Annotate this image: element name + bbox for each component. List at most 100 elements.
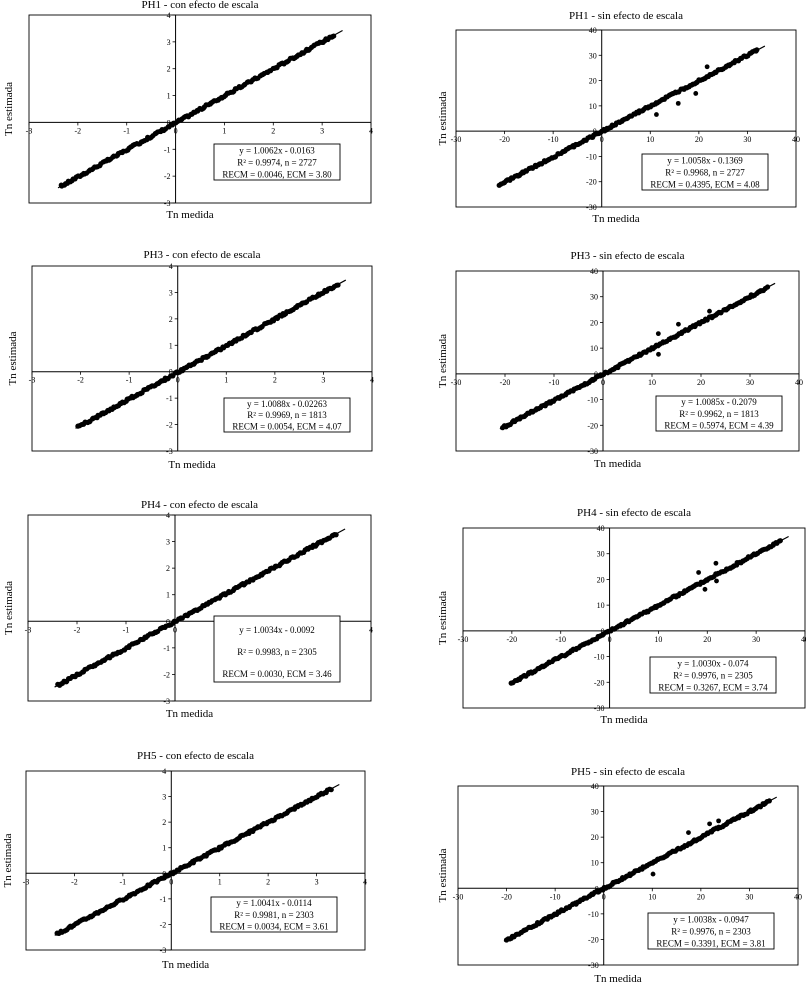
x-tick-label: 3	[320, 126, 324, 135]
x-tick-label: 40	[792, 135, 800, 144]
y-tick-label: -10	[594, 653, 605, 662]
equation-line: R² = 0.9962, n = 1813	[679, 409, 759, 419]
y-tick-label: 0	[169, 368, 173, 377]
x-tick-label: 10	[646, 135, 654, 144]
x-tick-label: -10	[549, 378, 560, 387]
y-tick-label: 20	[590, 318, 598, 327]
y-tick-label: -20	[587, 421, 598, 430]
x-tick-label: -1	[123, 126, 130, 135]
trend-line	[496, 45, 766, 187]
equation-line: R² = 0.9976, n = 2303	[671, 926, 751, 936]
x-tick-label: -1	[126, 376, 133, 385]
data-point	[716, 818, 722, 824]
y-axis-label: Tn estimada	[437, 334, 449, 388]
x-tick-label: -10	[555, 635, 566, 644]
data-point	[696, 570, 702, 575]
data-point	[713, 560, 719, 566]
x-tick-label: 0	[608, 635, 612, 644]
x-tick-label: 10	[648, 378, 656, 387]
y-tick-label: 10	[591, 859, 599, 868]
y-tick-label: 3	[167, 38, 171, 47]
y-tick-label: 3	[169, 288, 173, 297]
trend-line	[508, 535, 789, 685]
chart-panel-ph1-con: -3 -2 -1 0 1 2 3 4 -3 -2 -1 0 1 2 3 4 y = 1.0062x - 0.01…	[0, 0, 380, 222]
y-tick-label: -2	[164, 172, 171, 181]
y-tick-label: 0	[594, 370, 598, 379]
equation-line: RECM = 0.0034, ECM = 3.61	[219, 921, 328, 931]
equation-line: RECM = 0.0054, ECM = 4.07	[232, 422, 342, 432]
y-tick-label: 40	[591, 782, 599, 791]
x-tick-label: 30	[743, 135, 751, 144]
x-axis-label: Tn medida	[594, 458, 641, 470]
y-tick-label: 30	[597, 550, 605, 559]
data-point	[704, 64, 710, 70]
x-tick-label: 0	[601, 378, 605, 387]
y-tick-label: 40	[589, 26, 597, 35]
x-axis-label: Tn medida	[168, 459, 215, 471]
x-tick-label: 0	[176, 376, 180, 385]
trend-line	[503, 796, 778, 942]
x-tick-label: -3	[26, 126, 33, 135]
chart-title: PH3 - con efecto de escala	[144, 249, 261, 261]
y-tick-label: 40	[597, 524, 605, 533]
y-tick-label: 2	[169, 315, 173, 324]
x-tick-label: 2	[273, 376, 277, 385]
equation-line: y = 1.0058x - 0.1369	[667, 155, 743, 165]
y-tick-label: -3	[166, 447, 173, 456]
y-tick-label: 10	[589, 102, 597, 111]
chart-title: PH1 - sin efecto de escala	[569, 10, 683, 22]
data-point	[707, 308, 712, 314]
y-axis-label: Tn estimada	[7, 331, 19, 385]
y-tick-label: 10	[590, 344, 598, 353]
x-tick-label: -30	[451, 378, 462, 387]
x-tick-label: -20	[501, 892, 512, 901]
y-tick-label: 1	[167, 92, 171, 101]
y-tick-label: -30	[586, 203, 597, 212]
y-tick-label: 10	[597, 601, 605, 610]
x-tick-label: -2	[77, 376, 84, 385]
chart-panel-ph3-con: -3 -2 -1 0 1 2 3 4 -3 -2 -1 0 1 2 3 4 y = 1.0088x - 0.02…	[0, 249, 380, 472]
y-tick-label: -20	[594, 678, 605, 687]
equation-line: RECM = 0.5974, ECM = 4.39	[664, 420, 774, 430]
x-tick-label: 20	[697, 892, 705, 901]
y-tick-label: -3	[160, 946, 167, 955]
y-axis-label: Tn estimada	[3, 581, 15, 635]
equation-line: RECM = 0.0046, ECM = 3.80	[222, 169, 332, 179]
x-axis-label: Tn medida	[600, 714, 647, 726]
equation-box	[213, 615, 341, 683]
y-tick-label: -3	[164, 199, 171, 208]
chart-title: PH5 - con efecto de escala	[137, 750, 254, 762]
y-tick-label: -1	[160, 895, 167, 904]
x-tick-label: -2	[75, 126, 82, 135]
y-tick-label: -30	[588, 961, 599, 970]
x-axis-label: Tn medida	[594, 973, 641, 985]
y-tick-label: 4	[169, 262, 173, 271]
x-tick-label: -10	[548, 135, 559, 144]
x-tick-label: 10	[654, 635, 662, 644]
equation-line: y = 1.0038x - 0.0947	[673, 914, 749, 924]
plot-frame	[455, 29, 797, 208]
equation-box	[647, 912, 775, 950]
plot-frame	[31, 265, 373, 452]
equation-line: y = 1.0030x - 0.074	[677, 658, 749, 668]
data-point	[654, 112, 659, 117]
trend-line	[54, 783, 340, 936]
y-tick-label: 20	[589, 77, 597, 86]
equation-line: R² = 0.9976, n = 2305	[673, 670, 753, 680]
equation-box	[649, 656, 777, 694]
equation-line: y = 1.0034x - 0.0092	[239, 625, 315, 635]
x-axis-label: Tn medida	[592, 213, 639, 225]
data-point	[655, 331, 661, 337]
equation-line: R² = 0.9968, n = 2727	[665, 167, 745, 177]
equation-box	[223, 397, 351, 433]
y-tick-label: -20	[586, 178, 597, 187]
y-tick-label: -10	[587, 396, 598, 405]
